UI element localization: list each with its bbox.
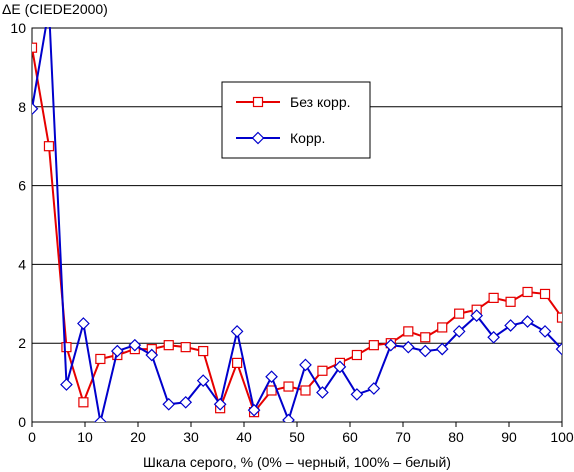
data-point: [487, 330, 500, 344]
legend-box: [221, 81, 371, 159]
data-point: [60, 378, 73, 391]
x-tick-label: 100: [550, 429, 574, 445]
x-tick-label: 70: [395, 429, 411, 445]
data-point: [61, 342, 72, 353]
data-point: [368, 340, 379, 351]
plot-area: [32, 27, 562, 422]
y-tick-label: 2: [18, 335, 26, 351]
data-point: [198, 345, 209, 357]
x-tick-label: 30: [183, 429, 199, 445]
series-2: [32, 27, 562, 422]
data-point: [317, 365, 328, 376]
y-tick-label: 0: [18, 414, 26, 430]
data-point: [539, 288, 551, 300]
data-point: [403, 326, 414, 337]
data-point: [282, 413, 295, 422]
data-point: [77, 317, 90, 330]
chart-title: ΔE (CIEDE2000): [2, 1, 108, 17]
data-point: [351, 349, 362, 361]
x-tick-label: 90: [501, 429, 517, 445]
data-point: [162, 397, 176, 411]
data-point: [265, 370, 278, 384]
data-point: [179, 395, 193, 409]
data-point: [110, 344, 124, 358]
x-axis-ticks: 0 10 20 30 40 50 60 70 80 90 100: [28, 422, 574, 445]
data-point: [230, 325, 244, 338]
y-tick-label: 8: [18, 99, 26, 115]
legend-label: Корр.: [290, 130, 325, 146]
data-point: [488, 292, 499, 303]
data-point: [401, 340, 415, 354]
data-point: [522, 286, 533, 298]
data-point: [32, 102, 39, 116]
legend-label: Без корр.: [290, 94, 351, 110]
data-point: [32, 42, 38, 53]
data-point: [145, 348, 159, 362]
data-point: [180, 342, 191, 353]
data-point: [452, 325, 466, 338]
data-point: [163, 340, 174, 351]
data-point: [316, 386, 329, 399]
data-point: [94, 415, 107, 422]
data-point: [128, 338, 142, 352]
data-point: [454, 308, 465, 319]
data-point: [232, 357, 243, 368]
data-point: [196, 374, 210, 387]
data-point: [213, 397, 227, 411]
data-point: [505, 296, 516, 307]
data-point: [300, 385, 311, 396]
y-tick-label: 6: [18, 178, 26, 194]
data-point: [555, 342, 562, 356]
x-tick-label: 20: [130, 429, 146, 445]
x-tick-label: 80: [448, 429, 464, 445]
legend-marker: [252, 96, 264, 108]
data-point: [95, 353, 106, 365]
data-point: [367, 382, 381, 395]
x-tick-label: 50: [289, 429, 305, 445]
data-point: [470, 309, 484, 322]
legend-marker: [251, 131, 265, 145]
x-tick-label: 60: [342, 429, 358, 445]
y-tick-label: 4: [18, 256, 26, 272]
data-point: [504, 319, 517, 332]
data-point: [435, 342, 449, 356]
x-tick-label: 40: [236, 429, 252, 445]
data-point: [283, 381, 294, 392]
data-point: [299, 358, 312, 372]
data-point: [556, 312, 562, 323]
y-tick-label: 10: [10, 20, 26, 36]
data-point: [247, 403, 261, 417]
y-axis-ticks: 0 2 4 6 8 10: [10, 20, 26, 430]
data-point: [420, 332, 431, 343]
data-point: [521, 315, 534, 328]
legend: Без корр. Корр.: [221, 81, 371, 159]
data-point: [437, 322, 448, 333]
data-point: [384, 338, 398, 352]
x-tick-label: 0: [28, 429, 36, 445]
data-point: [418, 344, 432, 358]
data-point: [538, 325, 552, 338]
data-point: [350, 388, 364, 401]
data-point: [78, 397, 89, 408]
series-line: [32, 27, 562, 422]
x-tick-label: 10: [77, 429, 93, 445]
data-point: [43, 141, 55, 152]
x-axis-label: Шкала серого, % (0% – черный, 100% – бел…: [143, 454, 451, 470]
data-point: [333, 360, 347, 374]
